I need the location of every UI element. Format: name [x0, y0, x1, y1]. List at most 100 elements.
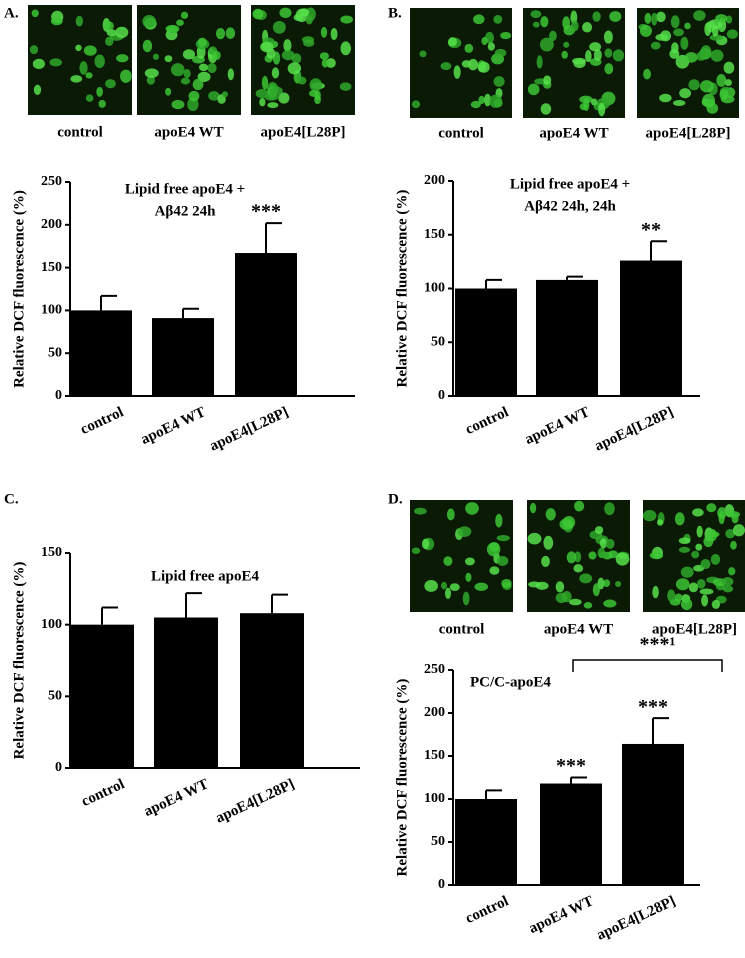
cell	[215, 28, 226, 40]
cell	[696, 51, 707, 61]
cell	[259, 97, 266, 107]
cell	[264, 93, 279, 101]
cell	[165, 24, 180, 33]
error-bar	[650, 240, 667, 261]
cell	[615, 552, 630, 566]
cell	[573, 564, 584, 573]
cell	[536, 55, 543, 69]
cell	[340, 41, 351, 56]
cell	[457, 526, 472, 537]
x-tick-label: apoE4[L28P]	[213, 776, 297, 826]
y-axis-label: Relative DCF fluorescence (%)	[394, 190, 410, 388]
x-tick-label: apoE4 WT	[142, 776, 212, 820]
bar	[235, 253, 297, 396]
chart-title: PC/C-apoE4	[470, 674, 551, 690]
significance: **	[641, 219, 661, 241]
y-tick-label: 250	[424, 662, 445, 677]
cell	[583, 601, 593, 609]
error-bar	[485, 278, 502, 289]
cell	[207, 63, 217, 74]
cell	[171, 99, 185, 110]
cell	[261, 75, 269, 90]
cell	[674, 593, 683, 602]
cell	[574, 500, 585, 512]
cell	[591, 98, 598, 106]
cell	[411, 547, 421, 554]
cell	[197, 37, 207, 47]
cell	[305, 14, 313, 25]
cell	[79, 61, 88, 75]
cell	[486, 542, 501, 557]
cell	[725, 15, 733, 24]
cell	[75, 15, 83, 27]
cell	[605, 538, 615, 549]
cell	[478, 61, 490, 73]
cell	[278, 92, 290, 104]
cell	[424, 580, 438, 592]
cell	[603, 599, 617, 608]
cells	[411, 14, 512, 109]
chart-title: Lipid free apoE4 +	[510, 176, 630, 192]
error-bar	[485, 789, 502, 799]
significance: ***	[638, 696, 668, 718]
cell	[696, 525, 703, 538]
cell	[449, 583, 460, 592]
cell	[272, 20, 286, 34]
cell	[684, 22, 691, 30]
cell	[440, 62, 452, 71]
cell	[252, 8, 264, 20]
y-tick-label: 250	[41, 174, 62, 189]
y-tick-label: 200	[424, 705, 445, 720]
cell	[589, 42, 602, 52]
cell	[32, 58, 45, 70]
significance-bracket	[572, 659, 723, 672]
image-caption: apoE4 WT	[154, 124, 223, 140]
cell	[594, 526, 604, 535]
image-caption: apoE4[L28P]	[260, 124, 345, 140]
cell	[501, 578, 512, 588]
y-tick-label: 150	[424, 748, 445, 763]
cell	[465, 502, 479, 515]
cell	[144, 68, 159, 79]
cell	[152, 53, 159, 60]
cells	[142, 11, 236, 112]
image-caption: apoE4 WT	[539, 125, 608, 141]
cell	[692, 508, 704, 517]
cell	[699, 588, 714, 595]
cell	[711, 24, 719, 37]
cell	[643, 68, 651, 80]
cell	[29, 45, 39, 55]
panel-label: B.	[388, 5, 402, 21]
cell	[105, 36, 114, 47]
cell	[529, 502, 537, 514]
cell	[227, 68, 235, 81]
cell	[269, 86, 283, 96]
error-bar	[185, 592, 202, 618]
y-tick-label: 0	[55, 388, 62, 403]
cell	[500, 31, 512, 40]
cell	[716, 73, 727, 87]
cell	[187, 97, 199, 112]
cell	[726, 29, 738, 39]
cell	[271, 67, 280, 79]
cell	[612, 49, 625, 62]
cell	[496, 534, 510, 542]
cell	[474, 582, 489, 591]
cell	[710, 554, 721, 565]
panel-label: C.	[4, 491, 19, 507]
cell	[70, 75, 83, 83]
cell	[496, 555, 509, 567]
cells	[29, 9, 132, 108]
cell	[655, 11, 666, 23]
cell	[609, 11, 622, 22]
cell	[94, 54, 105, 69]
cell	[732, 524, 745, 537]
cell	[730, 540, 737, 550]
cell	[484, 93, 491, 107]
chart-title: Aβ42 24h, 24h	[524, 198, 616, 214]
cell	[532, 21, 540, 28]
cell	[309, 78, 322, 92]
cell	[649, 551, 664, 560]
bar	[622, 743, 684, 885]
cell	[568, 598, 582, 606]
